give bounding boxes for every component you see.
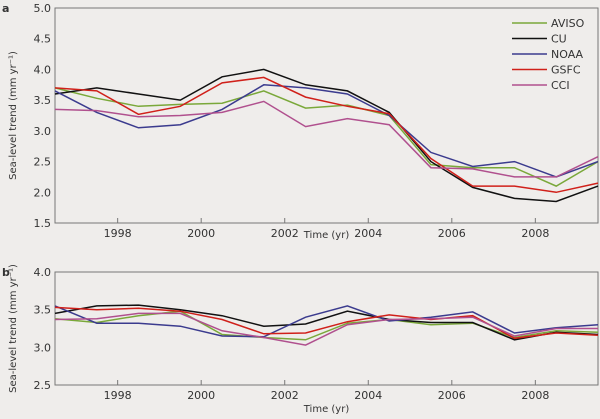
y-tick-label: 3.0 <box>34 341 52 354</box>
panel-b: b 2.5 3.0 3.5 4.0 1998 2000 2002 2004 2006 2008 Tim… <box>2 264 599 415</box>
legend: AVISO CU NOAA GSFC CCI <box>512 17 585 92</box>
series-line-noaa <box>54 84 599 178</box>
x-tick-label: 2004 <box>354 389 382 402</box>
y-tick-label: 3.5 <box>34 304 52 317</box>
y-tick-label: 5.0 <box>34 2 52 15</box>
series-line-4 <box>54 312 598 346</box>
y-tick-label: 2.5 <box>34 156 52 169</box>
x-axis-label: Time (yr) <box>303 404 350 415</box>
y-tick-label: 3.0 <box>34 125 52 138</box>
x-tick-label: 1998 <box>104 227 132 240</box>
y-axis-label: Sea-level trend (mm yr⁻¹) <box>8 51 19 180</box>
y-tick-label: 2.0 <box>34 186 52 199</box>
y-tick-label: 4.5 <box>34 33 52 46</box>
y-tick-label: 1.5 <box>34 217 52 230</box>
series-line-gsfc <box>54 76 599 194</box>
series-line-cu <box>54 68 599 203</box>
x-tick-label: 2002 <box>271 227 299 240</box>
y-axis-label: Sea-level trend (mm yr⁻¹) <box>8 264 19 393</box>
series-line-1 <box>54 304 599 341</box>
series-line-cci <box>54 100 599 178</box>
y-tick-label: 4.0 <box>34 266 52 279</box>
x-axis-label: Time (yr) <box>303 230 350 241</box>
legend-label: NOAA <box>551 48 584 61</box>
plot-frame <box>54 7 599 224</box>
series-line-aviso <box>54 87 599 187</box>
panel-a: a 1.5 2.0 2.5 3.0 3.5 4.0 4.5 5.0 1998 2000 2002 200… <box>2 2 599 241</box>
legend-label: GSFC <box>551 64 581 77</box>
y-tick-label: 3.5 <box>34 94 52 107</box>
x-tick-label: 2000 <box>187 227 215 240</box>
x-tick-label: 2000 <box>187 389 215 402</box>
legend-label: CCI <box>551 79 570 92</box>
x-tick-label: 2006 <box>438 389 466 402</box>
series-line-3 <box>54 306 599 340</box>
x-tick-label: 1998 <box>104 389 132 402</box>
plot-frame <box>54 271 599 386</box>
panel-label: b <box>2 266 10 279</box>
series-line-2 <box>54 305 599 338</box>
legend-label: AVISO <box>551 17 585 30</box>
x-tick-label: 2002 <box>271 389 299 402</box>
y-tick-label: 4.0 <box>34 63 52 76</box>
x-tick-label: 2008 <box>521 227 549 240</box>
panel-label: a <box>2 2 9 15</box>
x-tick-label: 2006 <box>438 227 466 240</box>
legend-label: CU <box>551 33 567 46</box>
y-tick-label: 2.5 <box>34 379 52 392</box>
x-tick-label: 2008 <box>521 389 549 402</box>
x-tick-label: 2004 <box>354 227 382 240</box>
